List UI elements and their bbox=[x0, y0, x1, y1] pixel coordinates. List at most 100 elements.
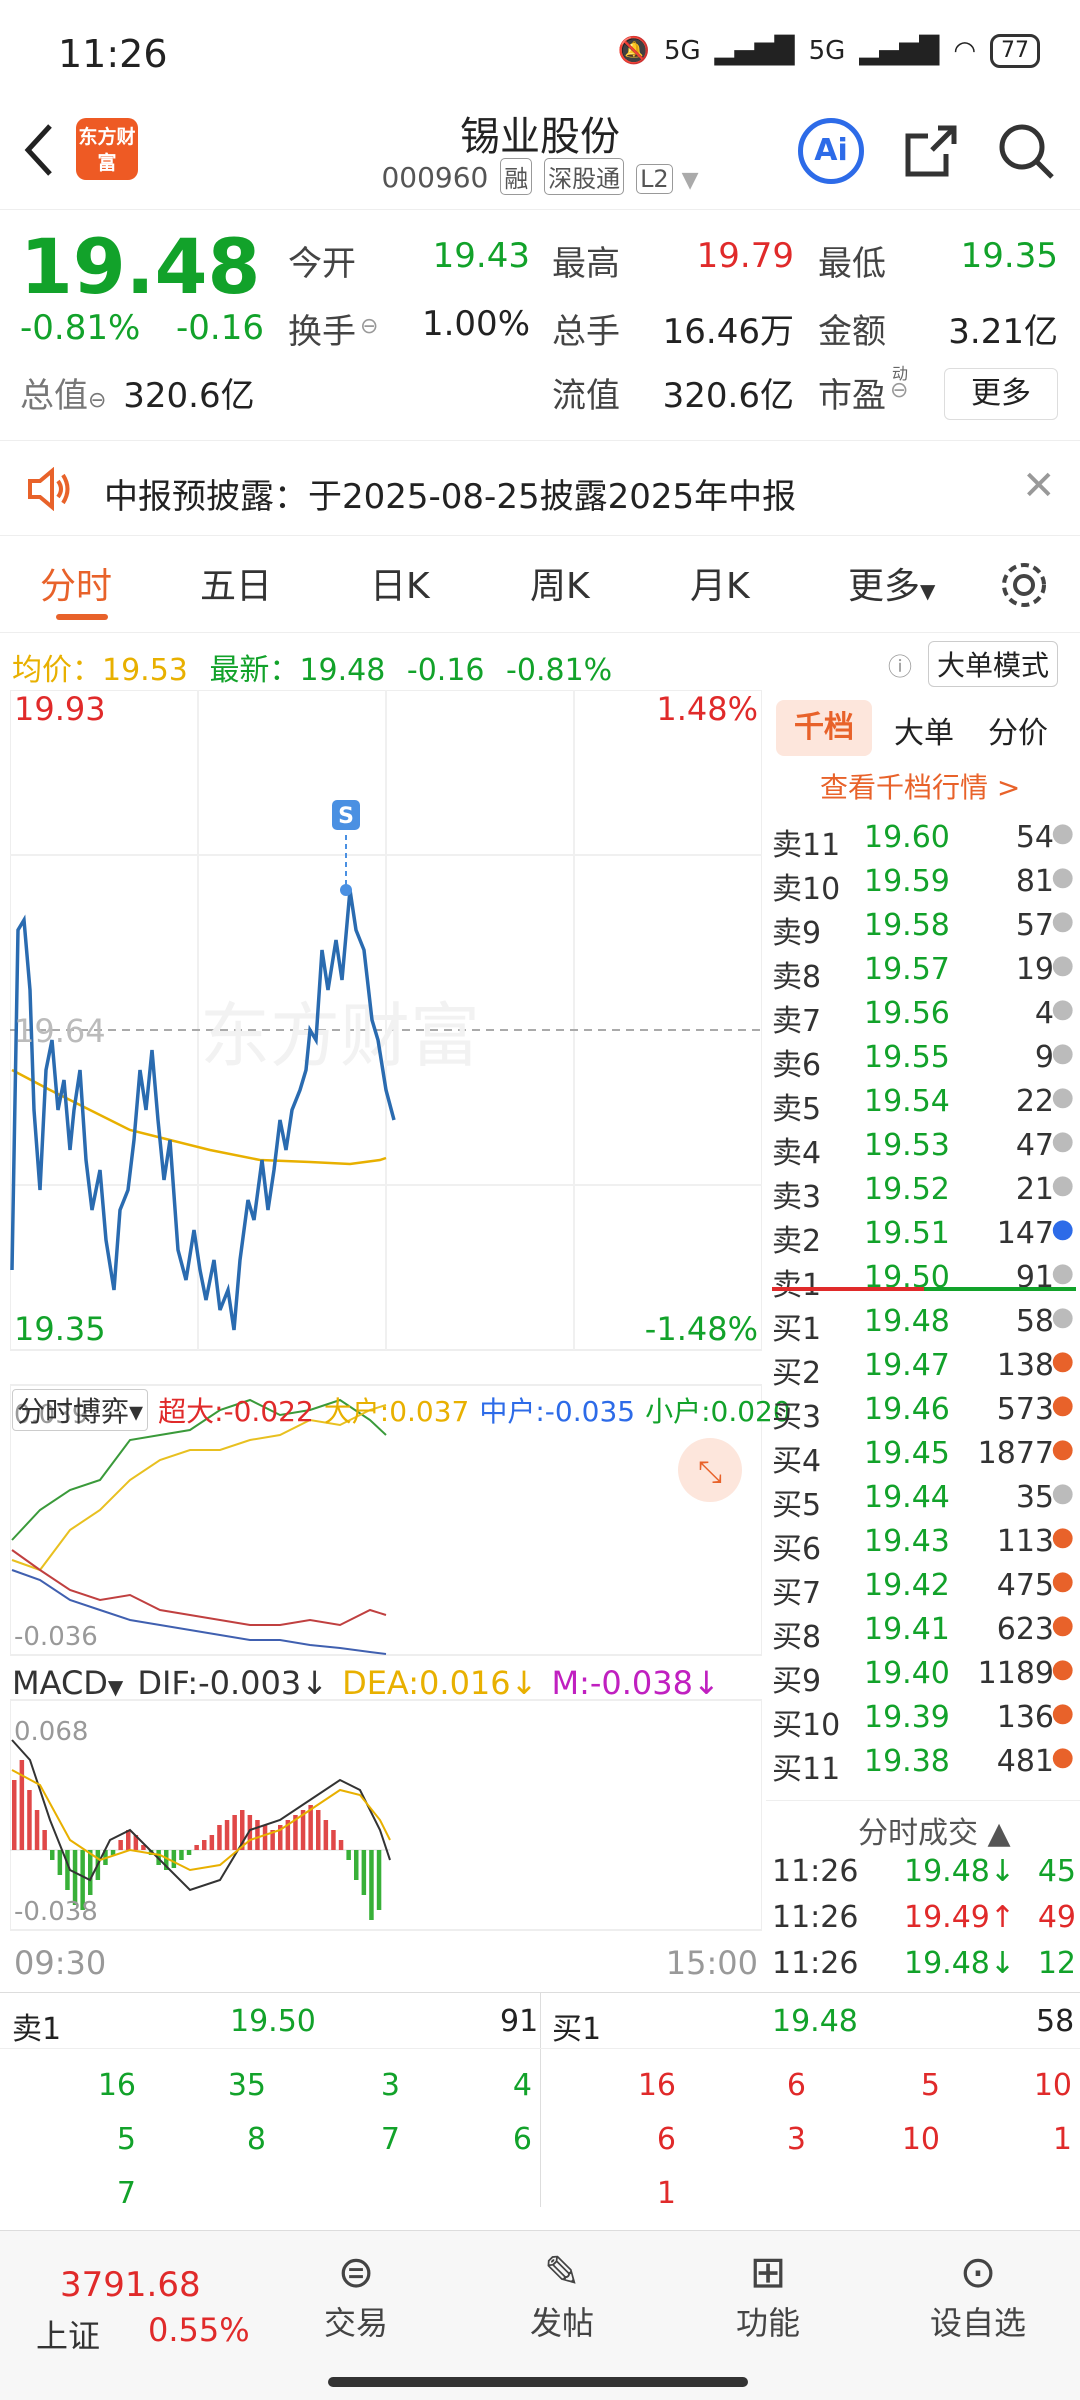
tab-monthly-k[interactable]: 月K bbox=[690, 566, 750, 607]
queue-order-size: 7 bbox=[380, 2122, 400, 2157]
edit-post-icon: ✎ bbox=[543, 2247, 581, 2298]
tick-volume: 45 bbox=[1037, 1854, 1076, 1889]
tab-more[interactable]: 更多▼ bbox=[848, 566, 936, 607]
level-volume: 35 bbox=[1015, 1480, 1054, 1515]
tab-intraday[interactable]: 分时 bbox=[40, 566, 113, 607]
bid-row[interactable]: 买8 19.41 623 ● bbox=[772, 1608, 1076, 1655]
view-thousand-link[interactable]: 查看千档行情 > bbox=[820, 771, 1021, 804]
right-tabs: 千档 大单 分价 bbox=[770, 694, 1070, 760]
stock-code-row[interactable]: 000960 融 深股通 L2 ▼ bbox=[300, 158, 780, 195]
nav-trade[interactable]: ⊜ 交易 bbox=[308, 2247, 404, 2344]
ask-row[interactable]: 卖1 19.50 91 ● bbox=[772, 1256, 1076, 1303]
big-order-mode-button[interactable]: 大单模式 bbox=[928, 641, 1059, 687]
level-label: 卖5 bbox=[772, 1092, 822, 1127]
level-label: 卖11 bbox=[772, 828, 841, 863]
level-volume: 136 bbox=[996, 1700, 1054, 1735]
macd-bar bbox=[126, 1830, 131, 1850]
macd-bar bbox=[42, 1830, 47, 1850]
last-price: 19.48 bbox=[20, 222, 261, 311]
ask-row[interactable]: 卖11 19.60 54 ● bbox=[772, 816, 1076, 863]
ask-row[interactable]: 卖2 19.51 147 ● bbox=[772, 1212, 1076, 1259]
level-label: 卖3 bbox=[772, 1180, 822, 1215]
ask-row[interactable]: 卖9 19.58 57 ● bbox=[772, 904, 1076, 951]
tick-direction-icon: ↑ bbox=[989, 1900, 1016, 1935]
back-icon[interactable] bbox=[20, 120, 80, 190]
index-pct[interactable]: 0.55% bbox=[148, 2311, 250, 2349]
game-ymax: 0.039 bbox=[14, 1400, 88, 1430]
ask-row[interactable]: 卖6 19.55 9 ● bbox=[772, 1036, 1076, 1083]
index-value[interactable]: 3791.68 bbox=[60, 2265, 201, 2305]
ask-row[interactable]: 卖5 19.54 22 ● bbox=[772, 1080, 1076, 1127]
bid-row[interactable]: 买1 19.48 58 ● bbox=[772, 1300, 1076, 1347]
bid-row[interactable]: 买9 19.40 1189 ● bbox=[772, 1652, 1076, 1699]
queue-order-size: 5 bbox=[920, 2068, 940, 2103]
nav-post[interactable]: ✎ 发帖 bbox=[514, 2247, 610, 2344]
ai-assistant-button[interactable]: Ai bbox=[798, 118, 864, 184]
level-volume: 54 bbox=[1015, 820, 1054, 855]
tab-five-day[interactable]: 五日 bbox=[200, 566, 273, 607]
macd-bar bbox=[171, 1850, 177, 1868]
bid-row[interactable]: 买5 19.44 35 ● bbox=[772, 1476, 1076, 1523]
announcement-banner[interactable]: 中报预披露：于2025-08-25披露2025年中报 ✕ bbox=[0, 440, 1080, 536]
game-big: 大户:0.037 bbox=[323, 1395, 470, 1428]
bid-row[interactable]: 买4 19.45 1877 ● bbox=[772, 1432, 1076, 1479]
level-price: 19.45 bbox=[864, 1436, 950, 1471]
bid-row[interactable]: 买10 19.39 136 ● bbox=[772, 1696, 1076, 1743]
queue-order-size: 3 bbox=[786, 2122, 806, 2157]
bid-row[interactable]: 买11 19.38 481 ● bbox=[772, 1740, 1076, 1787]
more-button[interactable]: 更多 bbox=[944, 368, 1058, 420]
intraday-chart[interactable]: 东方财富 S 19.93 1.48% 19.64 19.35 -1.48% 0.… bbox=[10, 690, 762, 1980]
macd-selector[interactable]: MACD▼ bbox=[12, 1664, 124, 1702]
index-name[interactable]: 上证 bbox=[36, 2317, 101, 2355]
queue-order-size: 7 bbox=[116, 2176, 136, 2211]
queue-order-size: 16 bbox=[97, 2068, 136, 2103]
quote-label: 市盈 bbox=[818, 376, 886, 416]
wifi-icon: ◠ bbox=[953, 36, 976, 66]
macd-bar bbox=[88, 1850, 93, 1895]
share-icon[interactable] bbox=[900, 120, 966, 186]
level-volume: 475 bbox=[996, 1568, 1054, 1603]
info-circle-icon[interactable]: ⊖ bbox=[890, 378, 909, 403]
ask-row[interactable]: 卖8 19.57 19 ● bbox=[772, 948, 1076, 995]
nav-functions[interactable]: ⊞ 功能 bbox=[720, 2247, 816, 2344]
macd-bar bbox=[80, 1850, 85, 1910]
ask-row[interactable]: 卖4 19.53 47 ● bbox=[772, 1124, 1076, 1171]
tab-daily-k[interactable]: 日K bbox=[370, 566, 430, 607]
total-value[interactable]: 总值⊖ 320.6亿 bbox=[20, 376, 255, 416]
queue-order-size: 1 bbox=[1052, 2122, 1072, 2157]
close-icon[interactable]: ✕ bbox=[1022, 463, 1056, 509]
stock-code: 000960 bbox=[381, 161, 489, 194]
level-price: 19.47 bbox=[864, 1348, 950, 1383]
queue-sell-price: 19.50 bbox=[230, 2004, 316, 2039]
tick-row: 11:26 19.48↓ 12 bbox=[772, 1942, 1076, 1986]
macd-bar bbox=[331, 1830, 336, 1850]
tick-time: 11:26 bbox=[772, 1854, 859, 1889]
bid-row[interactable]: 买6 19.43 113 ● bbox=[772, 1520, 1076, 1567]
tab-big-order[interactable]: 大单 bbox=[894, 716, 954, 751]
nav-add-watchlist[interactable]: ⊙ 设自选 bbox=[918, 2247, 1038, 2344]
settings-gear-icon[interactable] bbox=[998, 559, 1050, 615]
help-icon[interactable]: ⓘ bbox=[888, 653, 912, 681]
info-circle-icon[interactable]: ⊖ bbox=[360, 314, 379, 339]
ask-row[interactable]: 卖3 19.52 21 ● bbox=[772, 1168, 1076, 1215]
bid-row[interactable]: 买7 19.42 475 ● bbox=[772, 1564, 1076, 1611]
tag-connect: 深股通 bbox=[544, 158, 625, 195]
ticks-title[interactable]: 分时成交 ▲ bbox=[858, 1816, 1011, 1851]
quote-label: 今开 bbox=[288, 244, 356, 284]
level-price: 19.48 bbox=[864, 1304, 950, 1339]
macd-bar bbox=[240, 1810, 245, 1850]
level-price: 19.43 bbox=[864, 1524, 950, 1559]
ask-row[interactable]: 卖10 19.59 81 ● bbox=[772, 860, 1076, 907]
bid-row[interactable]: 买3 19.46 573 ● bbox=[772, 1388, 1076, 1435]
ask-row[interactable]: 卖7 19.56 4 ● bbox=[772, 992, 1076, 1039]
tab-weekly-k[interactable]: 周K bbox=[530, 566, 590, 607]
search-icon[interactable] bbox=[995, 120, 1061, 186]
volume-dot-icon: ● bbox=[1051, 818, 1074, 848]
volume-dot-icon: ● bbox=[1051, 1258, 1074, 1288]
queue-order-size: 8 bbox=[246, 2122, 266, 2157]
bid-row[interactable]: 买2 19.47 138 ● bbox=[772, 1344, 1076, 1391]
game-selector[interactable]: 分时博弈▾ bbox=[12, 1389, 149, 1431]
tab-thousand-level[interactable]: 千档 bbox=[776, 700, 872, 756]
tab-price-dist[interactable]: 分价 bbox=[988, 716, 1048, 751]
level-volume: 623 bbox=[996, 1612, 1054, 1647]
